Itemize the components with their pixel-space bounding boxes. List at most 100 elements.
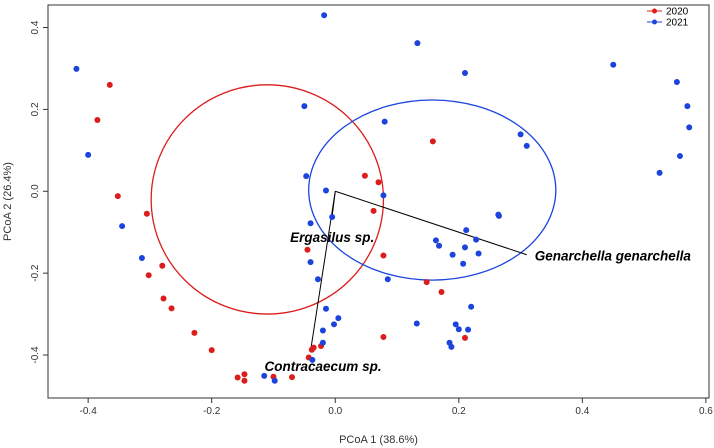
vector-label-genarchella-genarchella: Genarchella genarchella	[535, 249, 692, 264]
point-2020	[143, 210, 150, 217]
point-2021	[452, 321, 459, 328]
point-2020	[168, 305, 175, 312]
point-2021	[322, 305, 329, 312]
legend-marker-2021	[652, 19, 657, 25]
point-2021	[673, 78, 680, 85]
point-2021	[523, 142, 530, 149]
vector-genarchella-genarchella	[335, 190, 527, 256]
x-axis-title: PCoA 1 (38.6%)	[339, 434, 418, 446]
point-2021	[314, 276, 321, 283]
point-2020	[375, 179, 382, 186]
point-2020	[145, 272, 152, 279]
y-tick-label: 0.2	[30, 102, 41, 116]
point-2021	[322, 187, 329, 194]
point-2020	[361, 172, 368, 179]
point-2020	[461, 334, 468, 341]
y-tick-label: 0.4	[30, 20, 41, 34]
x-tick-label: -0.4	[80, 406, 98, 417]
point-2021	[686, 124, 693, 131]
point-2021	[495, 211, 502, 218]
x-tick-label: 0.4	[575, 406, 589, 417]
y-tick-label: -0.2	[30, 264, 41, 282]
point-2020	[208, 347, 215, 354]
points-layer	[73, 12, 693, 384]
point-2020	[289, 374, 296, 381]
vector-label-ergasilus-sp: Ergasilus sp.	[290, 230, 374, 245]
point-2021	[414, 40, 421, 47]
point-2020	[310, 344, 317, 351]
point-2021	[384, 276, 391, 283]
legend-label-2021: 2021	[666, 18, 689, 29]
point-2020	[160, 295, 167, 302]
point-2021	[449, 251, 456, 258]
point-2020	[380, 252, 387, 259]
legend: 2020 2021	[647, 7, 689, 29]
y-tick-label: 0.0	[30, 184, 41, 198]
point-2021	[380, 192, 387, 199]
point-2020	[370, 207, 377, 214]
point-2021	[321, 12, 328, 19]
vectors-layer: Ergasilus sp. Genarchella genarchella Cont…	[265, 190, 692, 374]
point-2021	[329, 214, 336, 221]
axes-layer: -0.4 -0.2 0.0 0.2 0.4 0.6 -0.4 -0.2 0.0 0.2 0.4	[30, 20, 713, 417]
legend-marker-2020	[652, 8, 657, 14]
point-2021	[468, 303, 475, 310]
ellipse-2020	[150, 84, 385, 315]
point-2021	[461, 69, 468, 76]
point-2021	[676, 153, 683, 160]
point-2020	[241, 371, 248, 378]
y-axis-title: PCoA 2 (26.4%)	[2, 162, 14, 241]
vector-label-contracaecum-sp: Contracaecum sp.	[265, 359, 382, 374]
point-2021	[517, 131, 524, 138]
point-2020	[380, 334, 387, 341]
point-2020	[438, 288, 445, 295]
point-2021	[463, 227, 470, 234]
ellipses-layer	[150, 84, 557, 315]
point-2020	[94, 117, 101, 124]
point-2020	[191, 329, 198, 336]
point-2021	[73, 65, 80, 72]
point-2021	[119, 223, 126, 230]
point-2021	[475, 250, 482, 257]
point-2021	[413, 320, 420, 327]
point-2021	[684, 103, 691, 110]
point-2021	[465, 326, 472, 333]
point-2021	[319, 339, 326, 346]
legend-label-2020: 2020	[666, 7, 689, 18]
point-2020	[429, 138, 436, 145]
point-2020	[423, 279, 430, 286]
point-2021	[461, 244, 468, 251]
point-2021	[307, 259, 314, 266]
point-2021	[455, 326, 462, 333]
point-2021	[303, 173, 310, 180]
point-2021	[610, 61, 617, 68]
point-2021	[432, 237, 439, 244]
ellipse-2021	[308, 99, 557, 281]
point-2020	[304, 246, 311, 253]
point-2020	[241, 377, 248, 384]
x-tick-label: -0.2	[203, 406, 221, 417]
point-2021	[473, 236, 480, 243]
point-2021	[335, 315, 342, 322]
y-tick-label: -0.4	[30, 346, 41, 364]
x-tick-label: 0.2	[452, 406, 466, 417]
point-2020	[159, 262, 166, 269]
point-2020	[234, 374, 241, 381]
point-2021	[656, 169, 663, 176]
point-2021	[271, 377, 278, 384]
point-2020	[114, 193, 121, 200]
point-2021	[307, 220, 314, 227]
point-2020	[106, 81, 113, 88]
point-2021	[138, 254, 145, 261]
point-2021	[261, 372, 268, 379]
point-2021	[309, 356, 316, 363]
x-tick-label: 0.6	[699, 406, 713, 417]
point-2021	[85, 151, 92, 158]
point-2021	[331, 321, 338, 328]
point-2021	[460, 260, 467, 267]
point-2021	[436, 242, 443, 249]
plot-frame	[47, 4, 710, 399]
x-tick-label: 0.0	[328, 406, 342, 417]
point-2021	[319, 327, 326, 334]
